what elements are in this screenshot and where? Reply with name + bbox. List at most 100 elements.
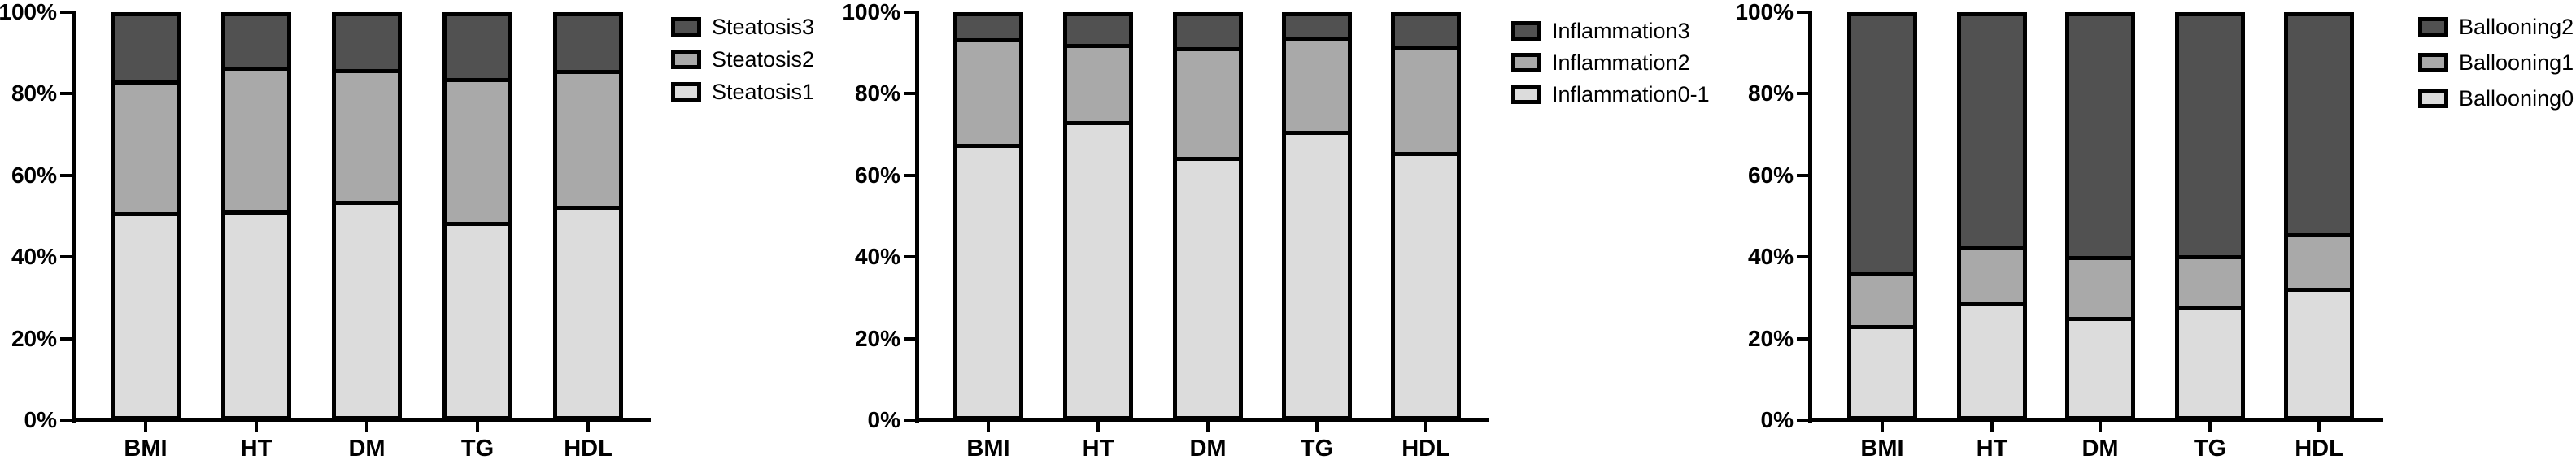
bar-segment-steatosis2-HDL <box>557 73 619 210</box>
y-axis-tick <box>904 92 915 96</box>
x-axis-tick <box>1096 422 1100 432</box>
category-label-BMI: BMI <box>966 436 1010 460</box>
bar-steatosis-BMI <box>111 12 181 420</box>
category-label-DM: DM <box>1189 436 1227 460</box>
y-axis-tick <box>1797 255 1808 259</box>
bar-ballooning-HDL <box>2284 12 2354 420</box>
x-axis-tick <box>987 422 990 432</box>
y-axis-line <box>1808 11 1812 423</box>
category-label-DM: DM <box>348 436 386 460</box>
category-label-TG: TG <box>1300 436 1334 460</box>
legend-swatch-ballooning2 <box>2418 17 2448 37</box>
x-axis-tick <box>1315 422 1319 432</box>
bar-segment-steatosis3-DM <box>336 16 398 74</box>
bar-segment-ballooning0-BMI <box>1851 329 1913 416</box>
bar-segment-ballooning0-DM <box>2069 320 2131 416</box>
y-axis-tick <box>1797 92 1808 96</box>
category-label-HT: HT <box>1976 436 2008 460</box>
bar-ballooning-TG <box>2175 12 2245 420</box>
y-axis-tick-label: 100% <box>1735 0 1794 24</box>
bar-segment-ballooning2-HT <box>1961 16 2023 250</box>
y-axis-tick-label: 20% <box>1747 325 1794 351</box>
bar-segment-inflammation01-TG <box>1286 134 1348 416</box>
x-axis-tick <box>365 422 368 432</box>
bar-segment-steatosis1-BMI <box>115 215 177 416</box>
bar-segment-inflammation2-BMI <box>957 42 1019 148</box>
category-label-HDL: HDL <box>2295 436 2343 460</box>
y-axis-tick-label: 80% <box>1747 80 1794 106</box>
bar-segment-steatosis2-HT <box>225 71 287 215</box>
y-axis-tick-label: 40% <box>11 244 57 270</box>
y-axis-tick-label: 40% <box>854 244 900 270</box>
bar-segment-ballooning1-BMI <box>1851 276 1913 330</box>
legend-label-steatosis1: Steatosis1 <box>712 80 815 104</box>
category-label-BMI: BMI <box>1860 436 1904 460</box>
bar-segment-inflammation3-HT <box>1067 16 1129 49</box>
bar-segment-inflammation3-HDL <box>1395 16 1457 50</box>
bar-steatosis-TG <box>442 12 512 420</box>
x-axis-tick <box>1206 422 1210 432</box>
bar-segment-ballooning0-HDL <box>2288 291 2350 416</box>
bar-segment-ballooning2-DM <box>2069 16 2131 261</box>
y-axis-tick <box>904 255 915 259</box>
x-axis-tick <box>255 422 258 432</box>
bar-segment-inflammation3-DM <box>1177 16 1239 52</box>
x-axis-tick <box>476 422 479 432</box>
y-axis-line <box>72 11 76 423</box>
bar-inflammation-HDL <box>1391 12 1461 420</box>
bar-segment-ballooning1-TG <box>2179 259 2241 311</box>
category-label-HT: HT <box>1082 436 1114 460</box>
bar-segment-ballooning0-TG <box>2179 310 2241 416</box>
legend-swatch-inflammation3 <box>1511 21 1541 41</box>
bar-segment-steatosis1-HDL <box>557 210 619 416</box>
y-axis-tick <box>60 336 72 341</box>
bar-inflammation-BMI <box>953 12 1023 420</box>
y-axis-tick-label: 80% <box>11 80 57 106</box>
bar-inflammation-DM <box>1173 12 1243 420</box>
bar-segment-steatosis1-TG <box>447 226 508 416</box>
bar-segment-inflammation2-TG <box>1286 40 1348 135</box>
y-axis-tick-label: 60% <box>1747 162 1794 188</box>
y-axis-tick-label: 100% <box>0 0 57 24</box>
bar-segment-ballooning2-BMI <box>1851 16 1913 277</box>
bar-segment-steatosis1-HT <box>225 215 287 416</box>
category-label-HDL: HDL <box>564 436 612 460</box>
y-axis-tick <box>60 255 72 259</box>
legend-swatch-steatosis1 <box>671 82 701 102</box>
y-axis-tick <box>1797 336 1808 341</box>
bar-segment-ballooning1-DM <box>2069 260 2131 321</box>
legend-swatch-inflammation2 <box>1511 53 1541 72</box>
bar-segment-inflammation01-DM <box>1177 161 1239 416</box>
y-axis-tick <box>904 11 915 14</box>
bar-segment-steatosis2-BMI <box>115 85 177 216</box>
y-axis-tick-label: 0% <box>867 407 900 432</box>
y-axis-tick <box>904 173 915 177</box>
legend-swatch-steatosis3 <box>671 17 701 37</box>
bar-segment-ballooning2-TG <box>2179 16 2241 260</box>
x-axis-tick <box>1424 422 1427 432</box>
y-axis-tick-label: 100% <box>842 0 900 24</box>
legend-label-steatosis2: Steatosis2 <box>712 47 815 72</box>
legend-label-ballooning2: Ballooning2 <box>2459 15 2574 39</box>
bar-segment-inflammation2-HT <box>1067 48 1129 126</box>
bar-segment-inflammation2-DM <box>1177 51 1239 162</box>
y-axis-tick <box>1797 173 1808 177</box>
bar-segment-inflammation3-TG <box>1286 16 1348 41</box>
bar-segment-steatosis3-HDL <box>557 16 619 74</box>
bar-segment-ballooning1-HDL <box>2288 237 2350 292</box>
category-label-HDL: HDL <box>1401 436 1450 460</box>
bar-segment-steatosis3-BMI <box>115 16 177 85</box>
y-axis-tick <box>1797 419 1808 422</box>
y-axis-tick <box>60 92 72 96</box>
legend-swatch-steatosis2 <box>671 50 701 69</box>
bar-steatosis-HDL <box>553 12 623 420</box>
y-axis-tick <box>60 11 72 14</box>
x-axis-tick <box>1881 422 1884 432</box>
bar-segment-steatosis3-TG <box>447 16 508 82</box>
bar-segment-inflammation3-BMI <box>957 16 1019 43</box>
legend-label-inflammation3: Inflammation3 <box>1552 19 1690 43</box>
x-axis-tick <box>144 422 147 432</box>
